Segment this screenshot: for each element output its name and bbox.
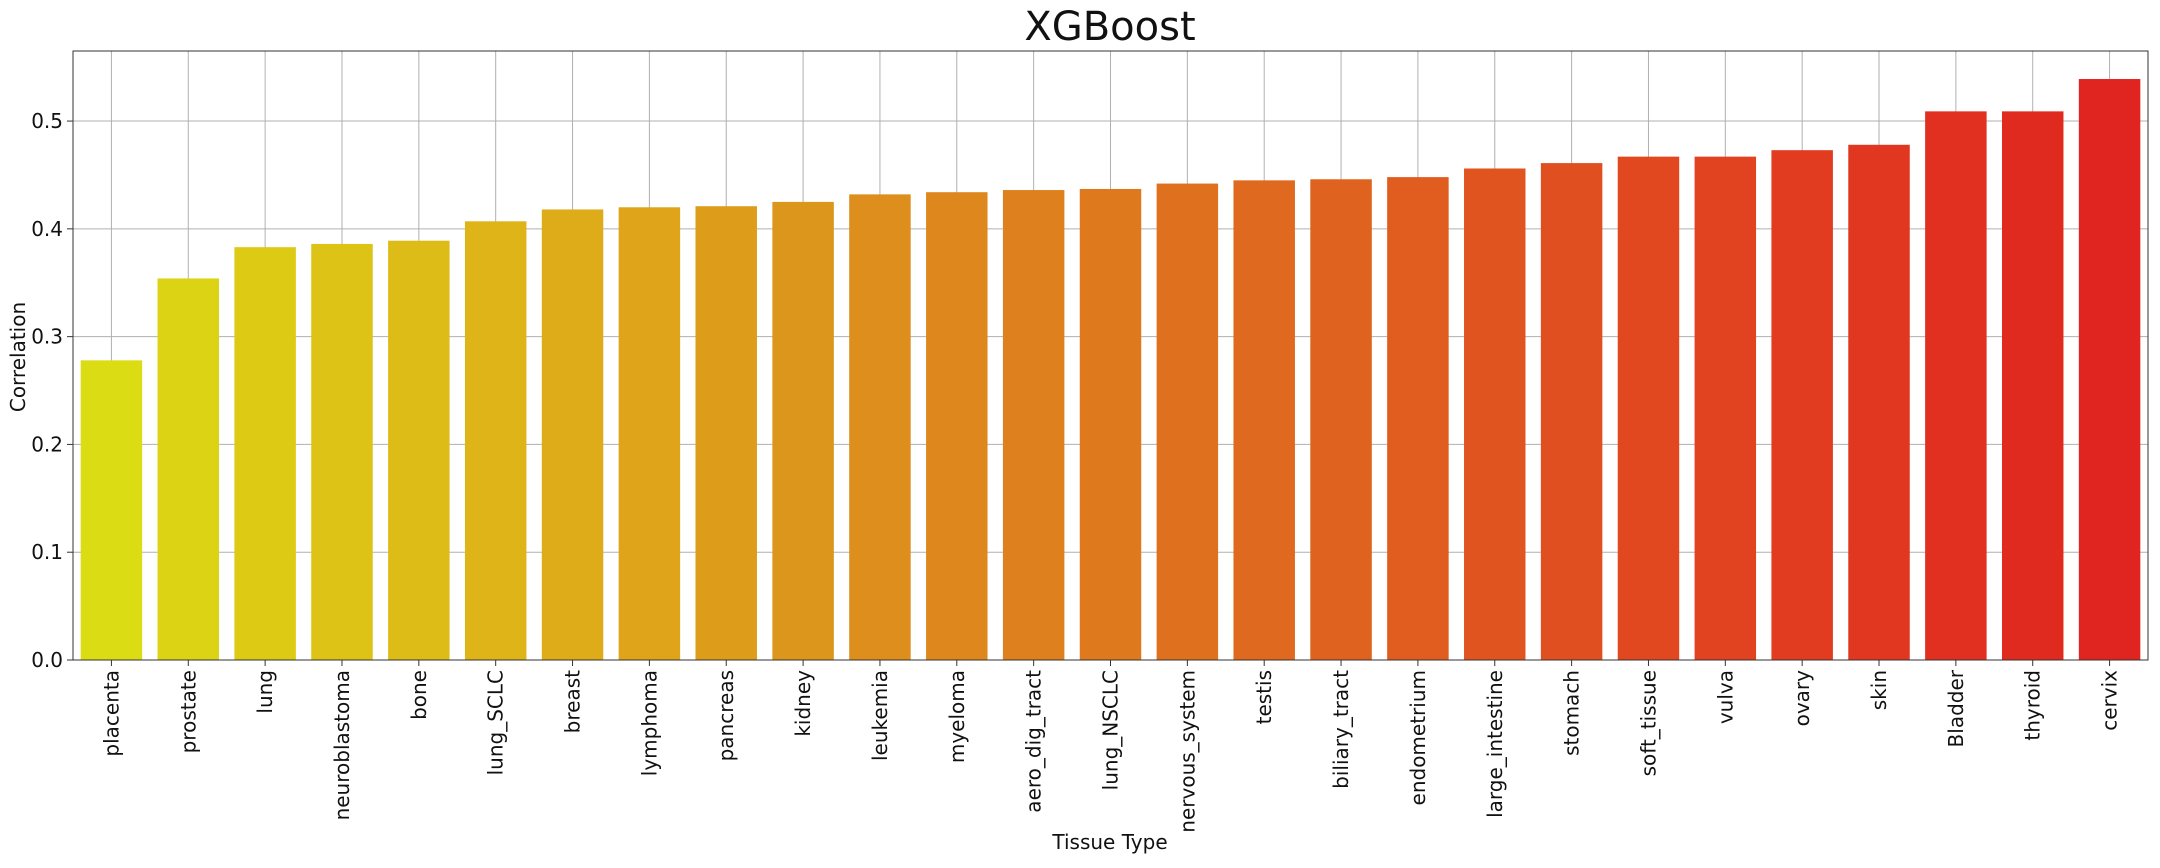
x-tick-label: soft_tissue <box>1636 670 1660 776</box>
x-tick-label: leukemia <box>868 670 892 761</box>
x-tick-label: lymphoma <box>637 670 661 776</box>
bar-testis <box>1233 180 1295 660</box>
bar-lung_NSCLC <box>1079 188 1142 660</box>
bar-nervous_system <box>1156 183 1219 660</box>
axes-layer: 0.0 0.1 0.2 0.3 0.4 0.5 placenta prostate lung ne… <box>31 50 2149 833</box>
x-tick-label: aero_dig_tract <box>1022 670 1046 813</box>
y-axis-label: Correlation <box>6 302 30 412</box>
bar-lung_SCLC <box>464 221 527 660</box>
bar-vulva <box>1694 156 1757 661</box>
bar-endometrium <box>1387 177 1449 660</box>
bar-aero_dig_tract <box>1002 190 1065 660</box>
x-tick-label: skin <box>1867 670 1891 710</box>
x-tick-label: vulva <box>1713 670 1737 724</box>
bar-kidney <box>772 201 834 660</box>
x-axis-label: Tissue Type <box>1051 830 1167 854</box>
bar-soft_tissue <box>1617 156 1680 661</box>
y-tick-label: 0.2 <box>31 432 63 456</box>
x-tick-label: testis <box>1252 670 1276 724</box>
bar-bone <box>388 240 450 661</box>
x-tick-label: biliary_tract <box>1329 670 1353 789</box>
x-tick-label: neuroblastoma <box>330 670 354 820</box>
bar-thyroid <box>2001 111 2064 660</box>
y-tick-label: 0.3 <box>31 325 63 349</box>
bar-neuroblastoma <box>311 243 373 660</box>
x-tick-label: pancreas <box>714 670 738 761</box>
x-tick-label: Bladder <box>1944 669 1968 747</box>
x-tick-label: endometrium <box>1406 670 1430 805</box>
x-tick-label: large_intestine <box>1483 670 1507 818</box>
x-tick-label: myeloma <box>945 670 969 763</box>
x-tick-label: prostate <box>176 670 200 753</box>
bar-lung <box>234 247 296 660</box>
x-tick-label: kidney <box>791 670 815 737</box>
x-tick-label: nervous_system <box>1175 670 1199 833</box>
x-tick-label: breast <box>561 670 585 733</box>
bar-myeloma <box>926 192 988 660</box>
y-tick-label: 0.0 <box>31 648 63 672</box>
x-tick-label: lung_SCLC <box>484 670 508 775</box>
bar-leukemia <box>849 194 911 660</box>
bar-stomach <box>1540 163 1603 660</box>
bar-large_intestine <box>1464 168 1526 660</box>
bar-prostate <box>157 278 220 660</box>
x-tick-label: bone <box>407 670 431 720</box>
bar-ovary <box>1771 150 1833 660</box>
plot-frame <box>72 50 2149 661</box>
bar-skin <box>1848 144 1910 661</box>
x-tick-label: lung_NSCLC <box>1099 670 1123 790</box>
x-tick-label: cervix <box>2098 670 2122 731</box>
bar-Bladder <box>1925 111 1987 660</box>
x-tick-label: stomach <box>1560 670 1584 756</box>
chart-title: XGBoost <box>1024 4 1195 50</box>
y-tick-label: 0.1 <box>31 540 63 564</box>
bar-breast <box>541 209 604 660</box>
x-tick-label: lung <box>253 670 277 714</box>
bar-placenta <box>80 360 143 660</box>
bar-cervix <box>2078 79 2141 660</box>
y-tick-label: 0.4 <box>31 217 63 241</box>
x-tick-label: placenta <box>99 670 123 757</box>
bars-layer <box>80 79 2141 661</box>
x-tick-label: ovary <box>1790 670 1814 727</box>
x-tick-label: thyroid <box>2021 670 2045 741</box>
bar-pancreas <box>695 206 757 660</box>
y-tick-label: 0.5 <box>31 109 63 133</box>
bar-lymphoma <box>618 207 681 660</box>
bar-biliary_tract <box>1310 179 1372 660</box>
